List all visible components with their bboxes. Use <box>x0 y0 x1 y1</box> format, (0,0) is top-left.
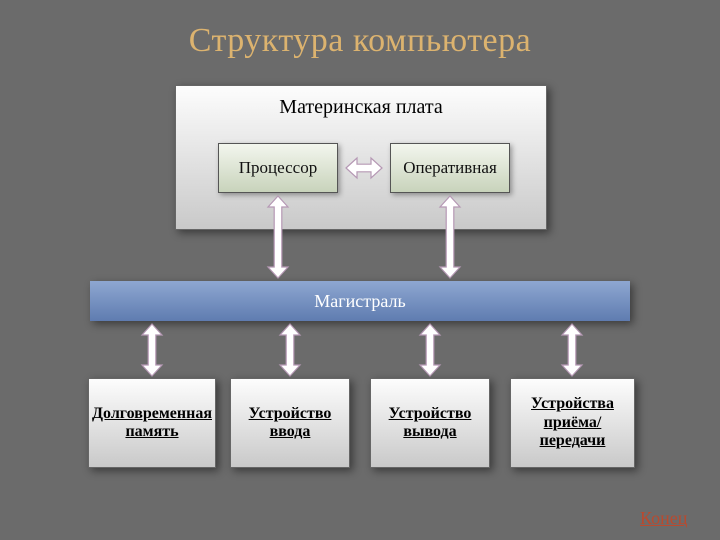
bus-label: Магистраль <box>314 291 405 312</box>
slide: Структура компьютера Материнская плата П… <box>0 0 720 540</box>
double-arrow-icon <box>280 324 300 376</box>
ram-box: Оперативная <box>390 143 510 193</box>
device-label: Долговременная память <box>92 405 212 442</box>
device-label: Устройство вывода <box>377 405 483 442</box>
double-arrow-icon <box>268 196 288 278</box>
cpu-box: Процессор <box>218 143 338 193</box>
device-label: Устройство ввода <box>237 405 343 442</box>
double-arrow-icon <box>346 158 382 178</box>
ram-label: Оперативная <box>403 159 497 177</box>
double-arrow-icon <box>562 324 582 376</box>
end-link[interactable]: Конец <box>640 508 687 529</box>
device-label: Устройства приёма/передачи <box>517 395 628 450</box>
cpu-label: Процессор <box>239 159 317 177</box>
device-output[interactable]: Устройство вывода <box>370 378 490 468</box>
motherboard-label: Материнская плата <box>176 86 546 119</box>
double-arrow-icon <box>440 196 460 278</box>
device-netio[interactable]: Устройства приёма/передачи <box>510 378 635 468</box>
slide-title: Структура компьютера <box>0 0 720 60</box>
double-arrow-icon <box>142 324 162 376</box>
device-input[interactable]: Устройство ввода <box>230 378 350 468</box>
device-long-memory[interactable]: Долговременная память <box>88 378 216 468</box>
double-arrow-icon <box>420 324 440 376</box>
bus-box: Магистраль <box>90 281 630 321</box>
